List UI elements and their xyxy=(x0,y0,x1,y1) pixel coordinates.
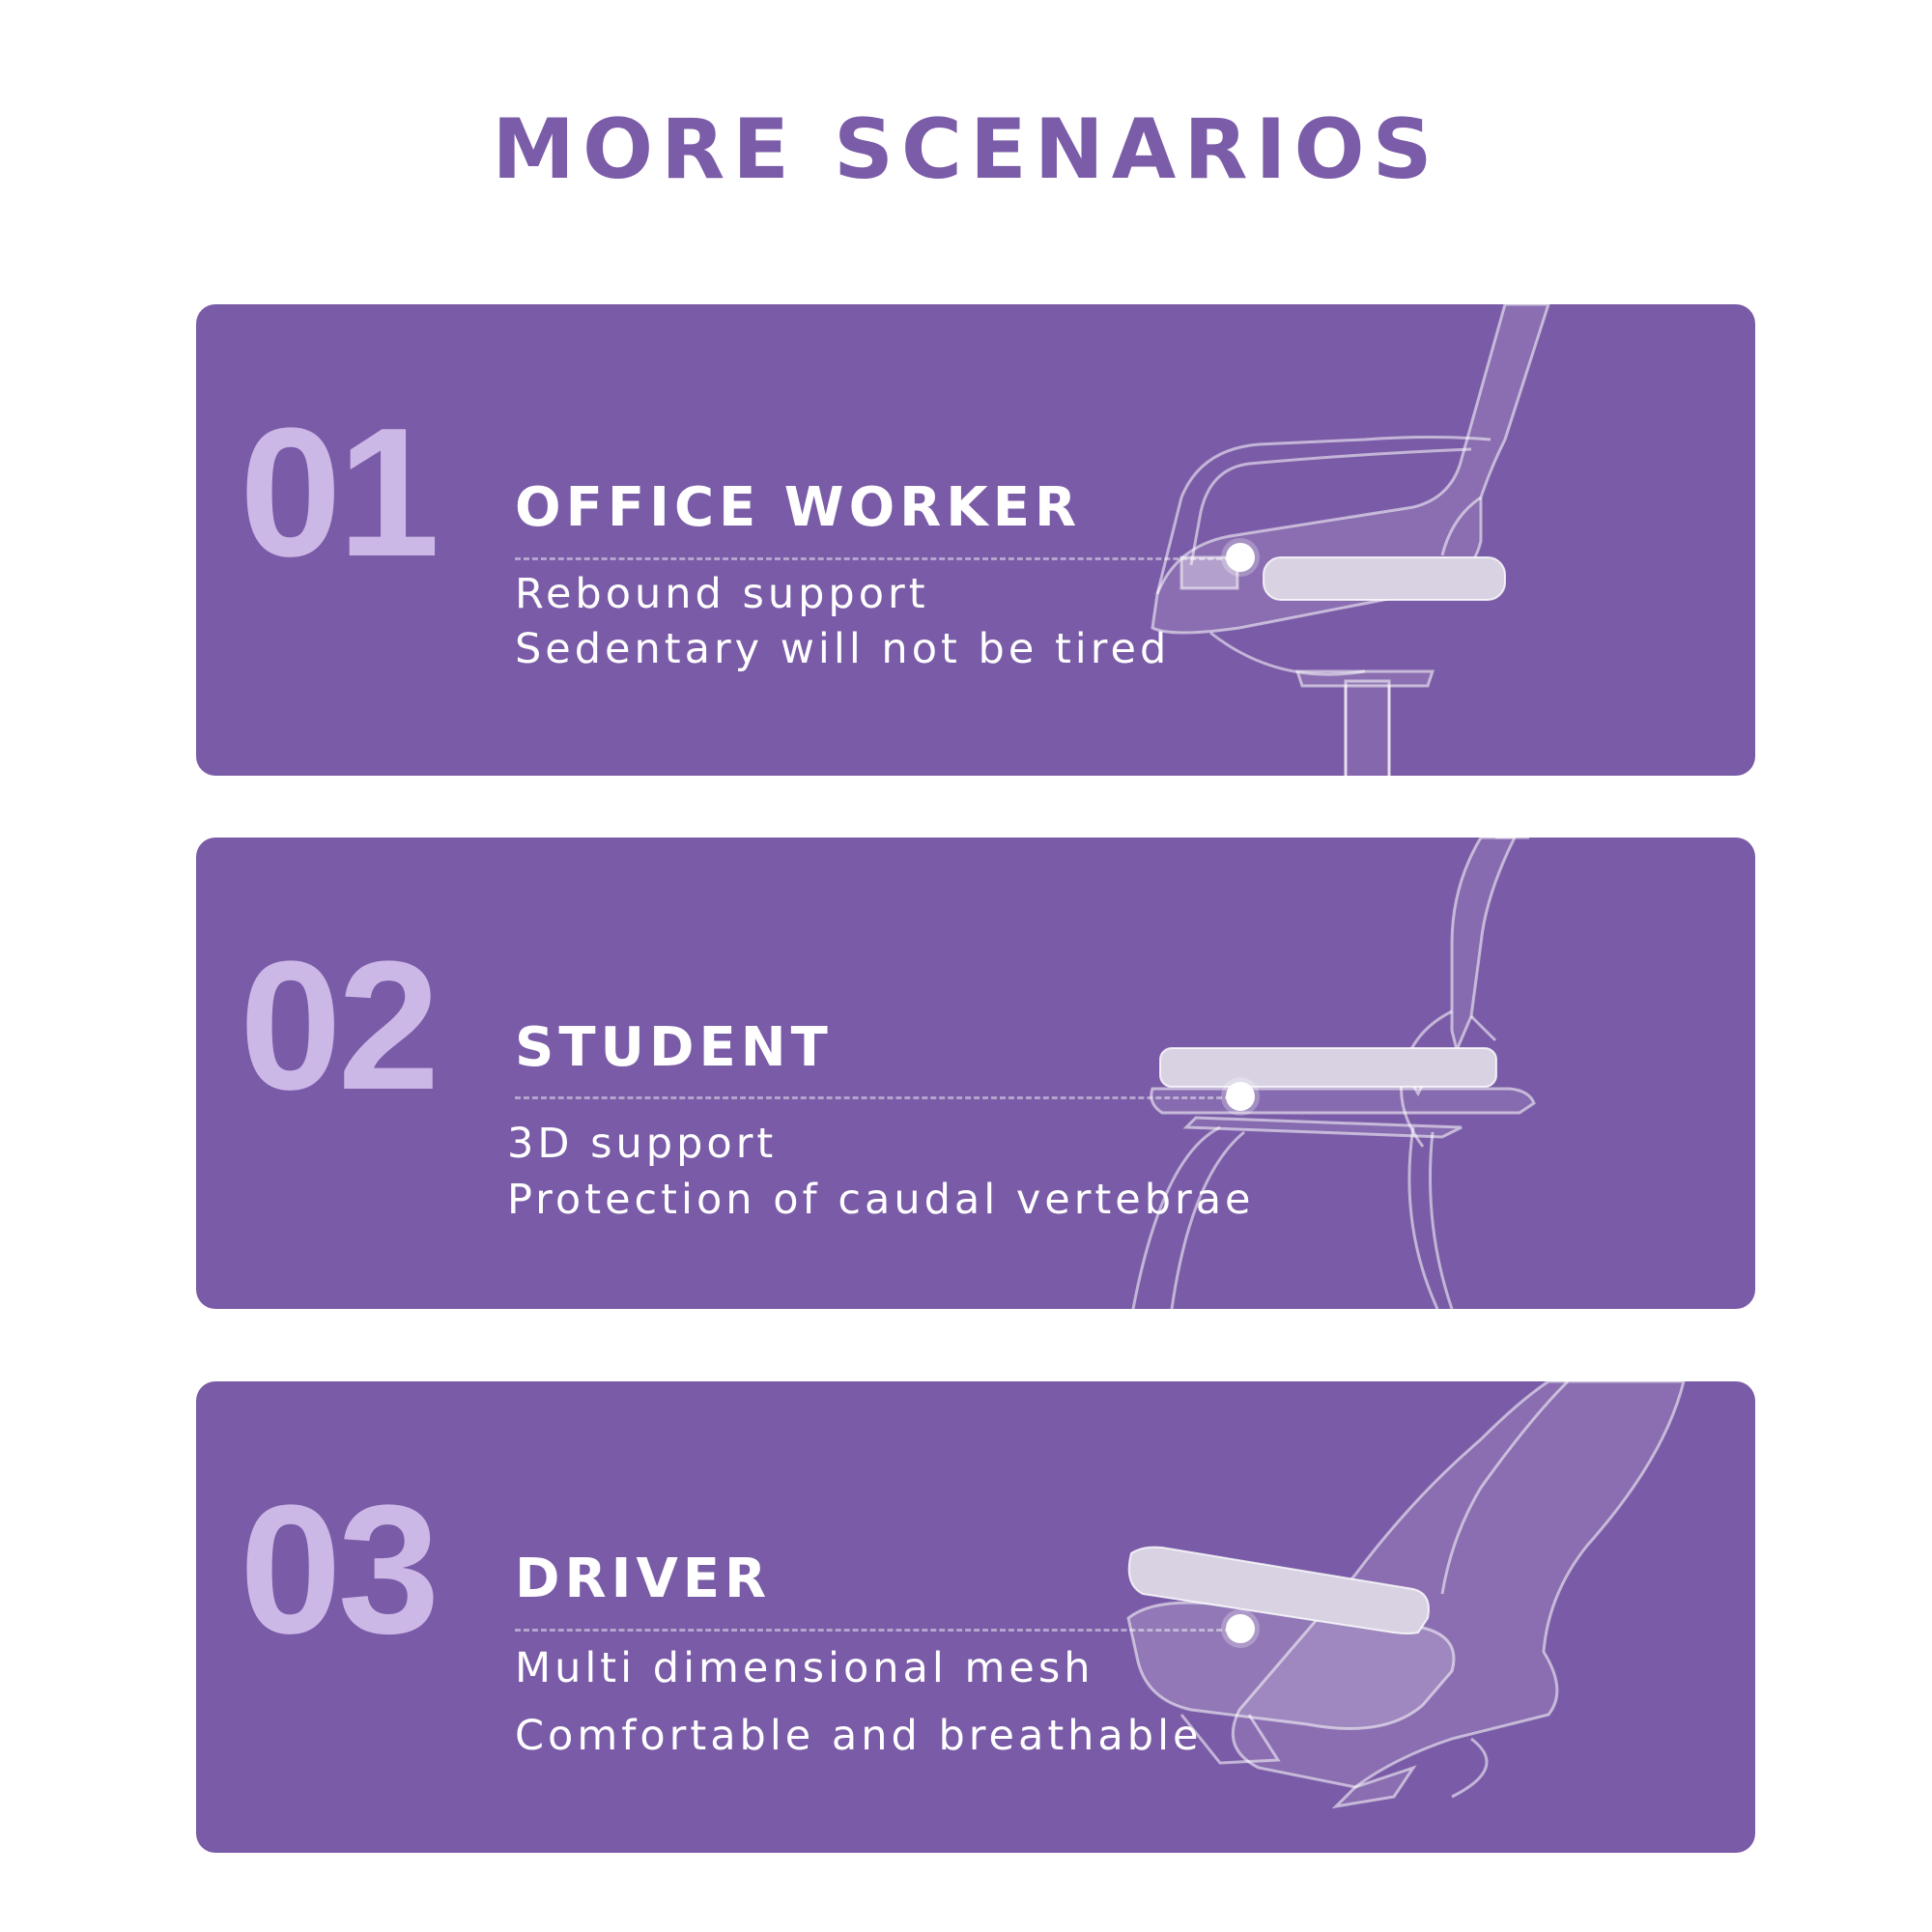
scenario-feature: Comfortable and breathable xyxy=(515,1712,1203,1760)
car-seat-icon xyxy=(1126,1381,1686,1809)
dashed-divider xyxy=(515,1096,1239,1099)
page-title: MORE SCENARIOS xyxy=(492,101,1440,198)
scenario-heading: STUDENT xyxy=(515,1016,833,1079)
scenario-number: 02 xyxy=(240,923,440,1128)
scenario-heading: OFFICE WORKER xyxy=(515,476,1082,539)
scenario-feature: Sedentary will not be tired xyxy=(515,625,1171,673)
scenario-feature: Protection of caudal vertebrae xyxy=(507,1176,1255,1224)
scenario-feature: Multi dimensional mesh xyxy=(515,1644,1094,1692)
scenario-card-office-worker: 01 OFFICE WORKER Rebound support Sedenta… xyxy=(196,304,1755,776)
pointer-dot xyxy=(1226,543,1255,572)
scenario-card-driver: 03 DRIVER Multi dimensional mesh Comfort… xyxy=(196,1381,1755,1853)
scenario-card-student: 02 STUDENT 3D support Protection of caud… xyxy=(196,838,1755,1309)
dashed-divider xyxy=(515,557,1239,560)
scenario-feature: 3D support xyxy=(507,1120,778,1168)
scenario-number: 01 xyxy=(240,390,440,595)
scenario-number: 03 xyxy=(240,1467,440,1672)
scenario-heading: DRIVER xyxy=(515,1548,772,1610)
scenario-feature: Rebound support xyxy=(515,570,929,618)
pointer-dot xyxy=(1226,1614,1255,1643)
dashed-divider xyxy=(515,1629,1239,1632)
pointer-dot xyxy=(1226,1082,1255,1111)
